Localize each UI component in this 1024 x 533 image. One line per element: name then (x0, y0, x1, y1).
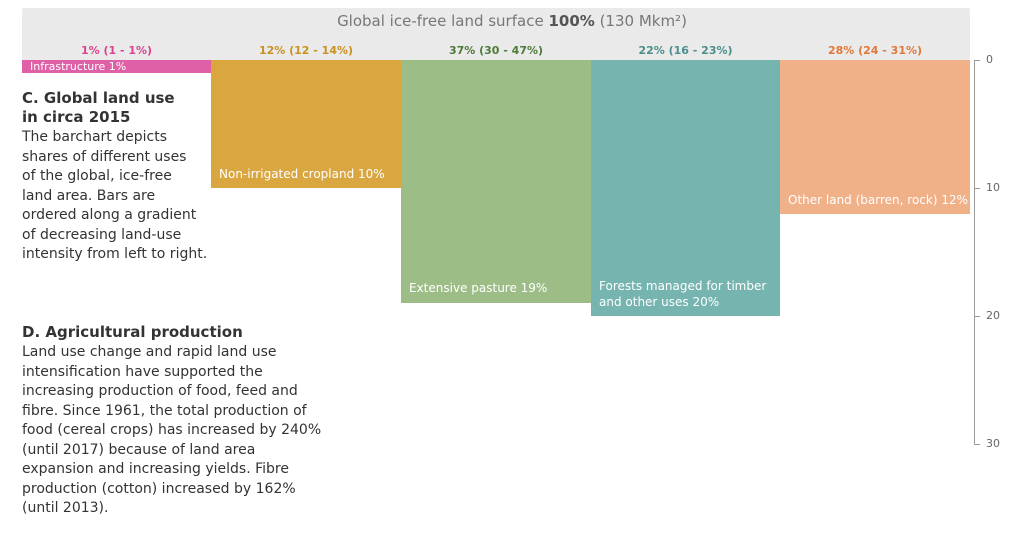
panel-d-body: Land use change and rapid land use inten… (22, 344, 322, 516)
bar-segment (211, 60, 401, 188)
panel-d-heading: D. Agricultural production (22, 323, 243, 341)
y-axis-tick (974, 188, 980, 189)
bar-segment (22, 60, 211, 73)
title-suffix: (130 Mkm²) (594, 12, 687, 30)
header-band (22, 8, 970, 60)
category-percent-1: 12% (12 - 14%) (258, 44, 354, 57)
panel-c-heading-line2: in circa 2015 (22, 108, 131, 126)
category-percent-3: 22% (16 - 23%) (638, 44, 733, 57)
y-axis-tick (974, 60, 980, 61)
panel-c-heading: C. Global land use in circa 2015 (22, 89, 175, 127)
panel-c-heading-line1: C. Global land use (22, 89, 175, 107)
title-prefix: Global ice-free land surface (337, 12, 549, 30)
category-percent-2: 37% (30 - 47%) (448, 44, 544, 57)
panel-c-body: The barchart depicts shares of different… (22, 129, 208, 262)
title-bold: 100% (548, 12, 595, 30)
category-percent-4: 28% (24 - 31%) (827, 44, 923, 57)
y-axis-tick (974, 316, 980, 317)
category-percent-0: 1% (1 - 1%) (80, 44, 153, 57)
y-axis-tick-label: 30 (986, 437, 1000, 450)
chart-title: Global ice-free land surface 100% (130 M… (0, 12, 1024, 30)
bar-segment (780, 60, 970, 214)
y-axis-tick (974, 444, 980, 445)
bar-segment (401, 60, 591, 304)
y-axis-tick-label: 10 (986, 181, 1000, 194)
y-axis-tick-label: 20 (986, 309, 1000, 322)
y-axis-tick-label: 0 (986, 53, 993, 66)
bar-segment (591, 60, 780, 316)
y-axis-line (974, 60, 975, 444)
